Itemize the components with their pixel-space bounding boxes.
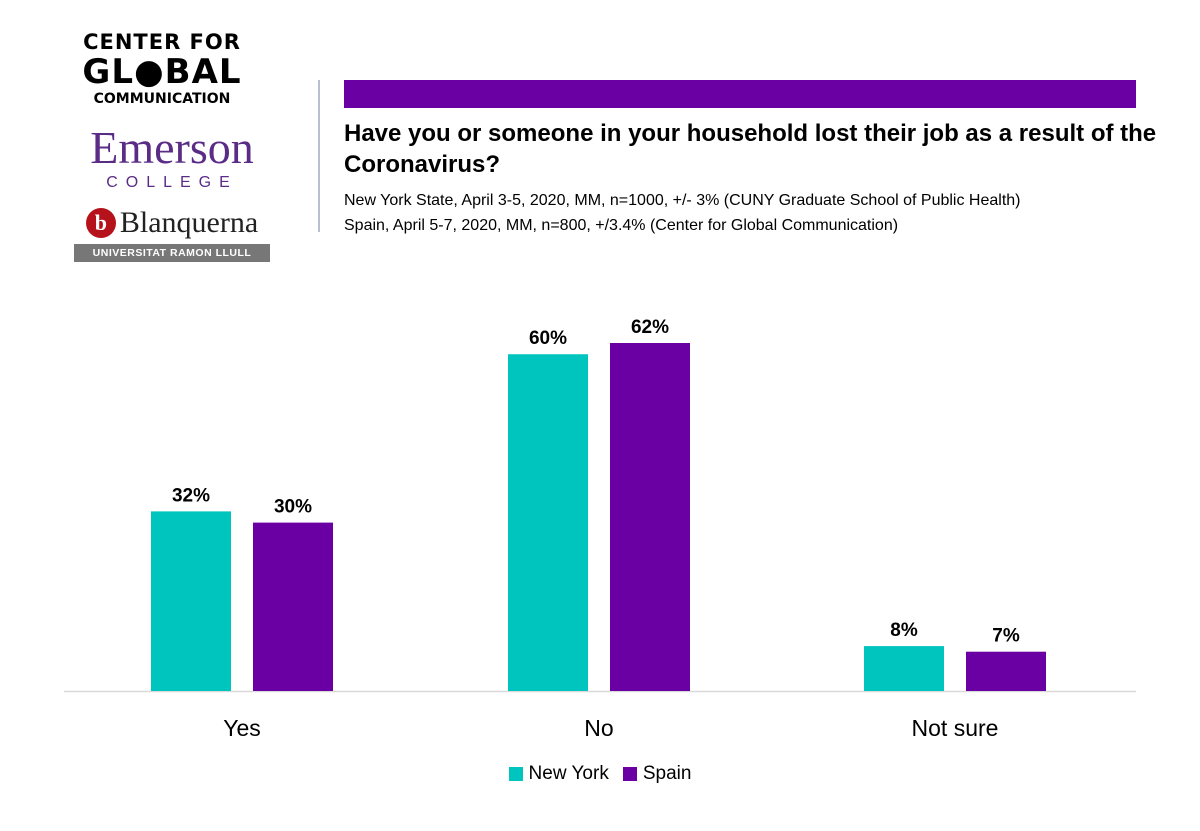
x-tick-label-no: No [584, 715, 613, 741]
chart-subtitle-new-york: New York State, April 3-5, 2020, MM, n=1… [344, 192, 1021, 209]
blanquerna-logo: b Blanquerna UNIVERSITAT RAMON LLULL [62, 206, 282, 262]
blanquerna-logo-name: Blanquerna [119, 206, 259, 239]
x-tick-label-not-sure: Not sure [912, 715, 999, 741]
data-label-yes-spain: 30% [274, 497, 312, 518]
data-label-yes-new-york: 32% [172, 485, 210, 506]
legend-item-spain: Spain [622, 763, 692, 785]
legend-label-spain: Spain [642, 763, 692, 784]
bar-not-sure-new-york [864, 646, 944, 691]
logo-block: CENTER FOR GL●BAL COMMUNICATION Emerson … [62, 30, 302, 262]
bar-yes-new-york [151, 511, 231, 691]
cgc-logo-line1: CENTER FOR [83, 30, 241, 54]
bar-not-sure-spain [966, 651, 1046, 691]
header-bar [344, 80, 1136, 108]
bar-yes-spain [253, 522, 333, 691]
emerson-logo-college: COLLEGE [106, 174, 238, 191]
data-label-not-sure-new-york: 8% [890, 620, 918, 641]
x-tick-label-yes: Yes [223, 715, 261, 741]
legend-swatch-new-york [508, 767, 523, 781]
emerson-logo-name: Emerson [90, 122, 254, 173]
emerson-logo: Emerson COLLEGE [62, 124, 282, 192]
bar-no-new-york [508, 354, 588, 691]
bar-no-spain [610, 343, 690, 691]
legend-item-new-york: New York [508, 763, 609, 785]
cgc-logo-line3: COMMUNICATION [93, 91, 231, 107]
blanquerna-mark-icon: b [85, 208, 116, 238]
chart-title: Have you or someone in your household lo… [344, 120, 1157, 178]
chart-legend: New York Spain [0, 763, 1200, 785]
cgc-logo: CENTER FOR GL●BAL COMMUNICATION [62, 30, 262, 108]
header-divider [318, 80, 320, 232]
data-label-not-sure-spain: 7% [992, 626, 1020, 647]
legend-swatch-spain [622, 767, 637, 781]
legend-label-new-york: New York [528, 763, 609, 784]
cgc-logo-line2: GL●BAL [82, 52, 242, 92]
data-label-no-new-york: 60% [529, 328, 567, 349]
blanquerna-logo-subtitle: UNIVERSITAT RAMON LLULL [74, 244, 270, 262]
chart-subtitle-spain: Spain, April 5-7, 2020, MM, n=800, +/3.4… [344, 217, 899, 234]
data-label-no-spain: 62% [631, 317, 669, 338]
